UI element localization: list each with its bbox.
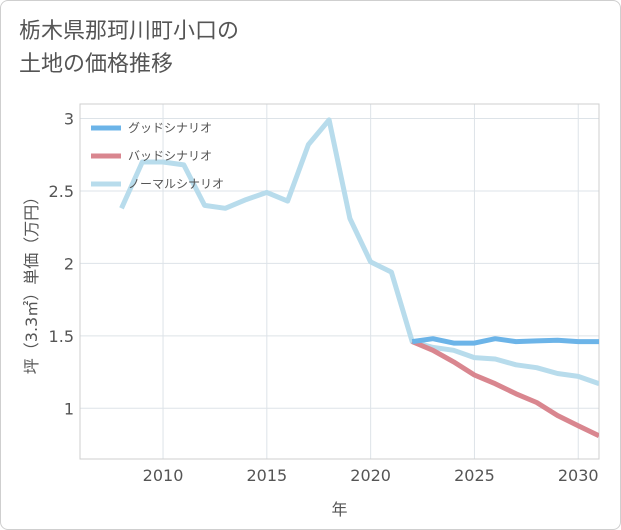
legend-label-good: グッドシナリオ: [128, 121, 212, 135]
x-axis-title: 年: [331, 500, 347, 519]
grid-lines: [80, 104, 599, 459]
series-line-good: [411, 336, 599, 346]
y-axis-title: 坪（3.3㎡）単価（万円）: [22, 189, 41, 374]
x-tick-label: 2015: [246, 466, 287, 485]
series-layer: [119, 117, 599, 439]
chart-title-line-2: 土地の価格推移: [19, 52, 174, 77]
y-tick-label: 1: [64, 399, 74, 418]
chart-title-line-1: 栃木県那珂川町小口の: [19, 19, 240, 44]
x-tick-label: 2025: [454, 466, 495, 485]
y-tick-label: 2: [64, 254, 74, 273]
legend-label-bad: バッドシナリオ: [128, 149, 212, 163]
x-axis-ticks: 2010 2015 2020 2025 2030: [143, 466, 599, 485]
series-line-bad: [411, 339, 599, 439]
plot-border: [79, 103, 600, 460]
series-line-normal: [119, 117, 599, 387]
y-tick-label: 1.5: [49, 327, 74, 346]
x-tick-label: 2020: [350, 466, 391, 485]
chart-title: 栃木県那珂川町小口の 土地の価格推移: [19, 15, 239, 81]
x-tick-label: 2030: [558, 466, 599, 485]
y-tick-label: 2.5: [49, 182, 74, 201]
y-tick-label: 3: [64, 109, 74, 128]
y-axis-ticks: 1 1.5 2 2.5 3: [49, 109, 74, 418]
legend-label-normal: ノーマルシナリオ: [128, 177, 224, 191]
x-tick-label: 2010: [143, 466, 184, 485]
